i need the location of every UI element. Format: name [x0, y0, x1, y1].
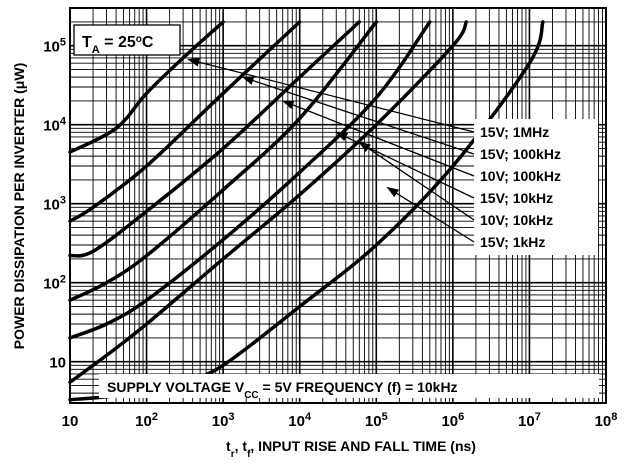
y-axis-label: POWER DISSIPATION PER INVERTER (μW): [11, 63, 27, 350]
annotation-arrow: [281, 100, 475, 177]
annotation-arrow: [241, 76, 475, 155]
y-tick-label: 103: [43, 195, 66, 214]
series-lines: [68, 20, 545, 402]
series-line-0: [68, 20, 225, 154]
series-line-3: [68, 20, 379, 302]
annotations: 15V; 1MHz 15V; 100kHz 10V; 100kHz 15V; 10kH…: [187, 57, 598, 255]
plot-frame: [69, 7, 607, 404]
x-tick-label: 105: [365, 411, 388, 430]
series-line-1: [68, 20, 302, 223]
annotation-label: 10V; 10kHz: [480, 212, 553, 228]
x-tick-label: 108: [595, 411, 618, 430]
annotation-label: 10V; 100kHz: [480, 168, 561, 184]
annotation-arrow: [187, 57, 475, 133]
y-tick-label: 102: [43, 274, 66, 293]
annotation-label: 15V; 1kHz: [480, 234, 545, 250]
supply-note: SUPPLY VOLTAGE VCC = 5V FREQUENCY (f) = …: [99, 374, 599, 401]
supply-note-label: SUPPLY VOLTAGE VCC = 5V FREQUENCY (f) = …: [107, 379, 458, 401]
y-tick-label: 104: [43, 116, 67, 135]
y-tick-label: 10: [49, 355, 66, 372]
x-tick-label: 107: [518, 411, 541, 430]
y-tick-labels: 10 102 103 104 105: [43, 37, 67, 372]
annotation-label: 15V; 100kHz: [480, 146, 561, 162]
ambient-temp-box: TA = 25oC: [73, 24, 181, 57]
series-line-4: [68, 20, 432, 340]
series-line-6: [68, 20, 545, 402]
ambient-temp-label: TA = 25oC: [82, 34, 154, 57]
x-tick-labels: 10 102 103 104 105 106 107 108: [62, 411, 618, 430]
x-tick-label: 102: [135, 411, 158, 430]
annotation-label: 15V; 1MHz: [480, 124, 549, 140]
y-tick-label: 105: [43, 37, 66, 56]
series-line-2: [68, 20, 362, 258]
annotation-box: [474, 119, 598, 255]
x-tick-label: 104: [288, 411, 312, 430]
annotation-arrow: [358, 141, 475, 221]
x-tick-label: 106: [441, 411, 464, 430]
x-tick-label: 10: [62, 413, 79, 430]
x-tick-label: 103: [212, 411, 235, 430]
annotation-arrow: [386, 187, 475, 243]
annotation-label: 15V; 10kHz: [480, 190, 553, 206]
x-axis-label: tr, tf, INPUT RISE AND FALL TIME (ns): [226, 438, 476, 458]
series-line-5: [68, 20, 469, 384]
